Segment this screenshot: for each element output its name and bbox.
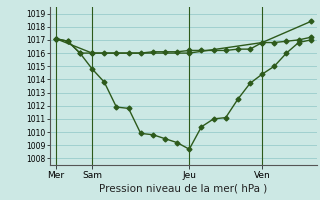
X-axis label: Pression niveau de la mer( hPa ): Pression niveau de la mer( hPa ) [99,184,267,194]
